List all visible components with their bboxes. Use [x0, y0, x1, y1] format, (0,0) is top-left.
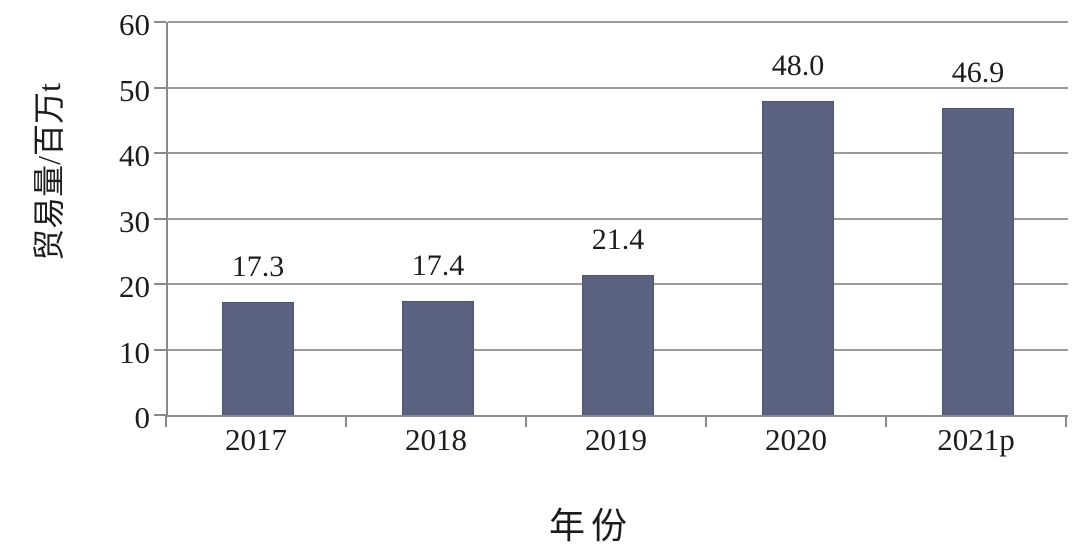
y-tick-label-20: 20 — [119, 269, 150, 304]
x-tick-label-2019: 2019 — [585, 422, 647, 457]
x-tick-mark-1 — [345, 415, 347, 427]
y-tick-label-10: 10 — [119, 334, 150, 370]
bar-value-label-2017: 17.3 — [231, 249, 285, 283]
x-tick-mark-4 — [885, 415, 887, 427]
bar-2021p — [942, 107, 1014, 415]
x-tick-label-2021p: 2021p — [937, 422, 1015, 457]
gridline-40 — [168, 152, 1068, 154]
bar-value-label-2021p: 46.9 — [951, 55, 1005, 89]
y-tick-mark-0 — [154, 414, 166, 416]
y-tick-mark-10 — [154, 348, 166, 351]
bar-2019 — [582, 274, 654, 415]
y-tick-mark-30 — [154, 217, 166, 220]
y-tick-mark-60 — [154, 21, 166, 23]
bar-2018 — [402, 301, 474, 415]
y-tick-mark-20 — [154, 283, 166, 285]
x-axis-title: 年份 — [548, 506, 633, 546]
bar-value-label-2018: 17.4 — [411, 249, 465, 283]
x-tick-mark-2 — [525, 415, 527, 427]
x-tick-mark-3 — [705, 415, 707, 427]
x-tick-label-2017: 2017 — [225, 422, 287, 457]
x-tick-label-2020: 2020 — [765, 422, 827, 457]
y-tick-mark-40 — [154, 152, 166, 154]
bar-2017 — [222, 301, 294, 415]
y-tick-label-0: 0 — [134, 400, 151, 435]
bar-value-label-2019: 21.4 — [591, 222, 645, 256]
y-tick-label-40: 40 — [119, 138, 150, 173]
gridline-50 — [168, 86, 1068, 89]
y-tick-label-60: 60 — [119, 7, 150, 42]
x-tick-mark-0 — [165, 415, 167, 427]
y-tick-label-30: 30 — [119, 203, 150, 239]
bar-2020 — [762, 100, 834, 415]
y-tick-mark-50 — [154, 86, 166, 89]
x-tick-mark-5 — [1065, 415, 1067, 427]
plot-area: 17.3 17.4 21.4 48.0 46.9 — [166, 21, 1068, 417]
gridline-30 — [168, 217, 1068, 220]
bar-value-label-2020: 48.0 — [771, 48, 825, 82]
x-tick-label-2018: 2018 — [405, 422, 467, 457]
gridline-60 — [168, 21, 1068, 23]
y-tick-label-50: 50 — [119, 72, 150, 108]
